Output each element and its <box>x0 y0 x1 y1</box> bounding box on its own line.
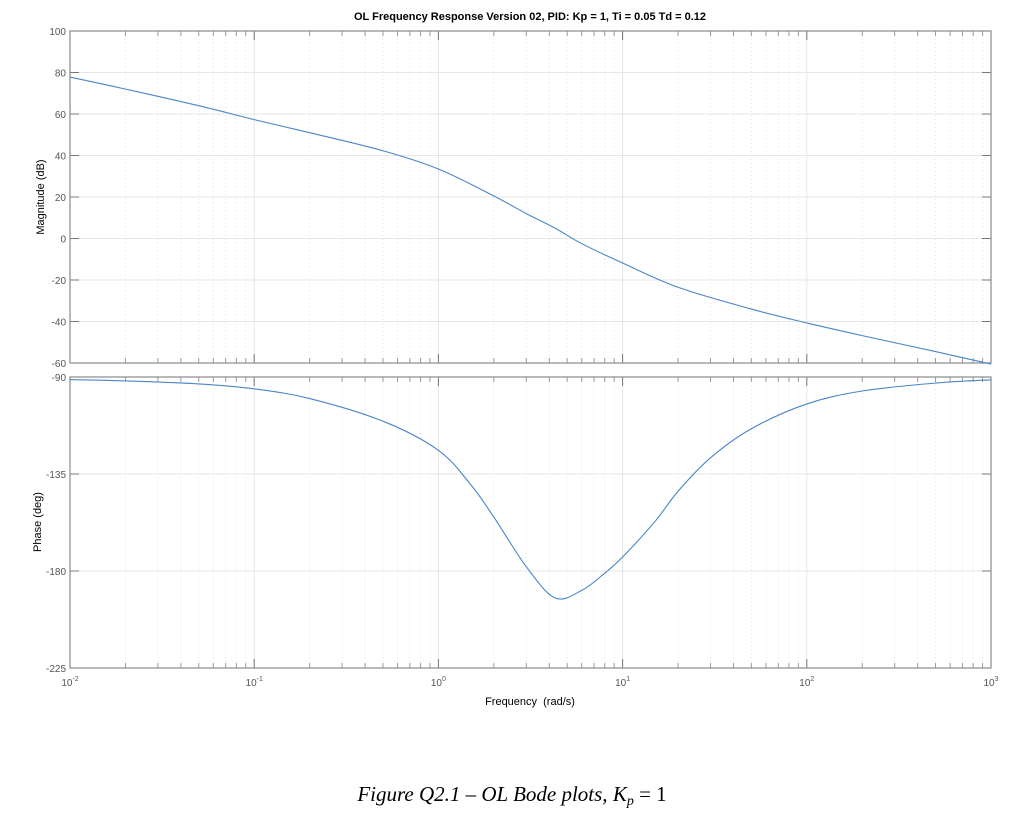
x-tick-label: 100 <box>431 676 446 689</box>
y-tick-label: 60 <box>55 110 67 121</box>
magnitude-axes: 100 80 60 40 20 0 -20 -40 -60 <box>49 27 992 370</box>
caption-kp: K <box>612 782 627 806</box>
y-tick-label: -40 <box>52 318 67 329</box>
x-tick-label: 10-2 <box>61 676 78 689</box>
caption-kp-subscript: p <box>626 794 634 809</box>
magnitude-curve <box>69 76 992 365</box>
x-tick-labels: 10-2 10-1 100 101 102 103 <box>61 676 998 689</box>
x-tick-label: 101 <box>615 676 630 689</box>
magnitude-ylabel: Magnitude (dB) <box>35 159 47 234</box>
y-tick-label: 20 <box>55 193 67 204</box>
y-tick-label: -225 <box>46 664 66 675</box>
chart-title: OL Frequency Response Version 02, PID: K… <box>354 11 706 23</box>
y-tick-label: -90 <box>52 373 67 384</box>
phase-axes: -90 -135 -180 -225 <box>46 373 992 675</box>
phase-curve <box>69 379 992 600</box>
x-tick-label: 10-1 <box>246 676 263 689</box>
y-tick-label: 0 <box>60 235 66 246</box>
bode-plot: OL Frequency Response Version 02, PID: K… <box>32 11 999 708</box>
y-tick-label: 40 <box>55 152 67 163</box>
x-axis-label: Frequency (rad/s) <box>485 696 575 708</box>
y-tick-label: 100 <box>49 27 66 38</box>
y-tick-label: 80 <box>55 69 67 80</box>
axes-box <box>69 30 992 364</box>
x-tick-label: 102 <box>799 676 814 689</box>
y-tick-label: -180 <box>46 567 66 578</box>
figure-caption: Figure Q2.1 – OL Bode plots, Kp = 1 <box>0 782 1024 810</box>
y-tick-label: -20 <box>52 276 67 287</box>
axes-box <box>69 376 992 669</box>
y-tick-label: -60 <box>52 359 67 370</box>
phase-ylabel: Phase (deg) <box>32 492 44 552</box>
caption-suffix: = 1 <box>633 782 667 806</box>
caption-prefix: Figure Q2.1 – OL Bode plots, <box>357 782 613 806</box>
x-tick-label: 103 <box>983 676 998 689</box>
y-tick-label: -135 <box>46 470 66 481</box>
